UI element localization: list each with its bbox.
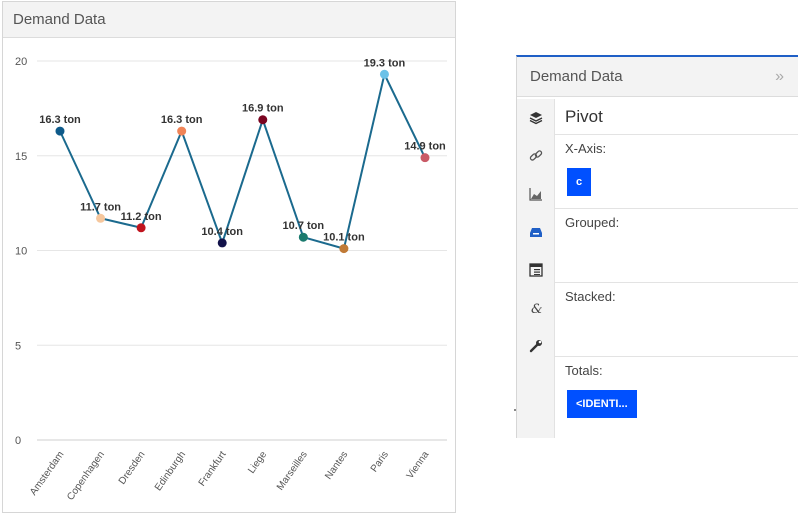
pivot-panel: Demand Data » & — [516, 55, 798, 438]
link-icon[interactable] — [527, 147, 545, 165]
totals-chip[interactable]: <IDENTI... — [567, 390, 637, 418]
x-tick-label: Paris — [369, 449, 391, 474]
x-tick-label: Amsterdam — [28, 449, 66, 497]
totals-section[interactable]: Totals: <IDENTI... — [555, 357, 798, 431]
data-point — [96, 213, 106, 223]
x-tick-label: Liege — [246, 449, 269, 476]
series-line — [59, 71, 426, 250]
data-point — [298, 232, 308, 242]
chart-panel-title: Demand Data — [13, 11, 106, 28]
x-tick-label: Frankfurt — [197, 449, 229, 488]
grouped-label: Grouped: — [565, 215, 620, 230]
wrench-icon[interactable] — [527, 337, 545, 355]
pivot-panel-header: Demand Data » — [517, 57, 798, 97]
data-point — [420, 153, 430, 163]
data-label: 19.3 ton — [364, 57, 406, 69]
chart-panel: Demand Data 0 5 10 15 20 16.3 ton 11.7 ton 11.2… — [2, 1, 456, 513]
data-label: 11.2 ton — [121, 211, 162, 223]
chart-panel-header: Demand Data — [3, 2, 455, 38]
svg-text:&: & — [531, 302, 543, 315]
data-point — [55, 126, 65, 136]
pivot-heading: Pivot — [565, 107, 603, 126]
x-axis-section[interactable]: X-Axis: c — [555, 135, 798, 209]
data-point — [379, 69, 389, 79]
pivot-content: Pivot X-Axis: c Grouped: Stacked: Totals… — [555, 99, 798, 438]
x-axis-chip[interactable]: c — [567, 168, 592, 196]
stacked-label: Stacked: — [565, 289, 616, 304]
pivot-heading-row: Pivot — [555, 99, 798, 135]
y-tick-label: 5 — [15, 340, 21, 352]
pivot-panel-title: Demand Data — [530, 68, 623, 85]
data-label: 14.9 ton — [404, 141, 446, 153]
data-label: 10.7 ton — [283, 220, 325, 232]
data-label: 16.3 ton — [39, 114, 81, 126]
divider-mark — [514, 409, 516, 411]
layers-icon[interactable] — [527, 109, 545, 127]
data-label: 16.3 ton — [161, 114, 203, 126]
data-point — [258, 115, 268, 125]
y-tick-label: 20 — [15, 56, 27, 68]
data-label: 10.4 ton — [201, 226, 243, 238]
data-point — [339, 244, 349, 254]
pivot-body: & Pivot X-Axis: c Grouped: Stacked: Tota… — [517, 99, 798, 438]
ampersand-icon[interactable]: & — [527, 299, 545, 317]
data-point — [136, 223, 146, 233]
icon-rail: & — [517, 99, 555, 438]
x-tick-label: Edinburgh — [153, 449, 188, 493]
data-point — [217, 238, 227, 248]
x-tick-label: Dresden — [117, 449, 148, 486]
x-tick-label: Vienna — [405, 449, 432, 481]
y-tick-label: 15 — [15, 151, 27, 163]
report-icon[interactable] — [527, 261, 545, 279]
x-tick-label: Marseilles — [275, 449, 310, 492]
tray-icon[interactable] — [527, 223, 545, 241]
y-tick-label: 10 — [15, 246, 27, 258]
x-tick-label: Nantes — [323, 449, 350, 481]
area-chart-icon[interactable] — [527, 185, 545, 203]
grouped-section[interactable]: Grouped: — [555, 209, 798, 283]
data-label: 16.9 ton — [242, 103, 284, 115]
x-axis-label: X-Axis: — [565, 141, 607, 156]
totals-label: Totals: — [565, 363, 603, 378]
y-tick-label: 0 — [15, 435, 21, 447]
data-label: 10.1 ton — [323, 232, 365, 244]
stacked-section[interactable]: Stacked: — [555, 283, 798, 357]
data-label: 11.7 ton — [80, 201, 121, 213]
x-tick-label: Copenhagen — [65, 449, 107, 502]
data-point — [177, 126, 187, 136]
collapse-icon[interactable]: » — [775, 67, 784, 85]
